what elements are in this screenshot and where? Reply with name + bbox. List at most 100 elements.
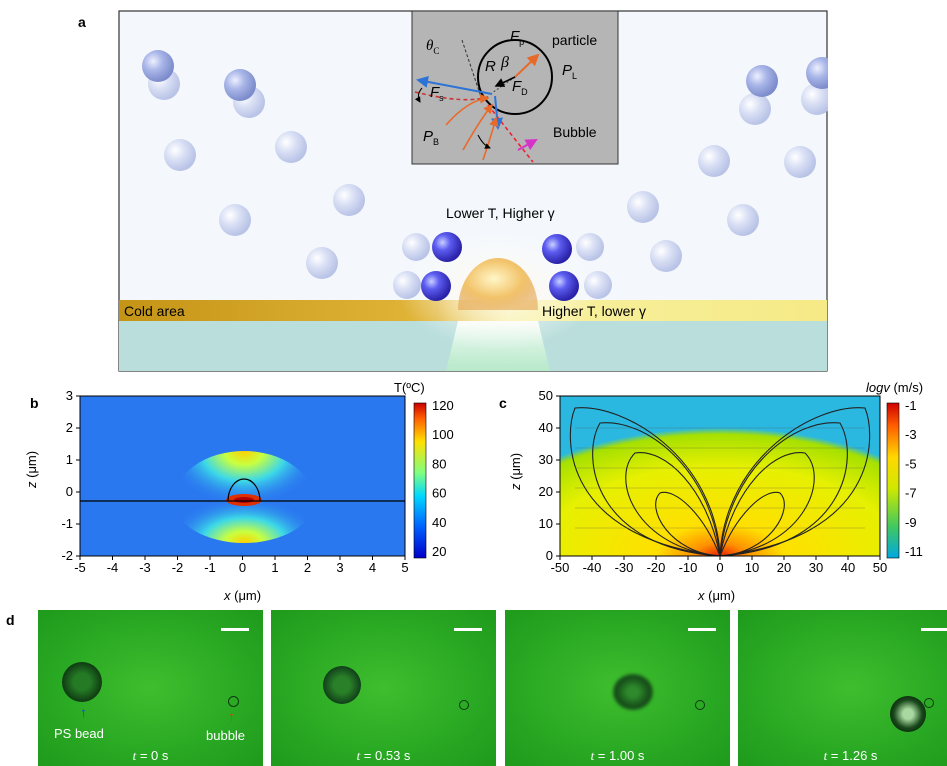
inset-F-p: Fp xyxy=(510,28,525,47)
panel-b-x-tick-label: 4 xyxy=(369,560,376,575)
panel-b-colorbar-tick-label: 100 xyxy=(432,427,454,442)
bubble-dot xyxy=(228,696,239,707)
inset-bubble-label: Bubble xyxy=(553,124,597,140)
panel-a-schematic xyxy=(118,10,828,372)
panel-label-a: a xyxy=(78,14,86,30)
time-label-2: t = 0.53 s xyxy=(356,748,411,763)
inset-beta: β xyxy=(501,54,509,71)
panel-c-x-tick-label: -30 xyxy=(615,560,634,575)
micrograph-frame-2: t = 0.53 s xyxy=(271,610,496,766)
panel-c-x-tick-label: -10 xyxy=(679,560,698,575)
blue-arrow-icon: ↑ xyxy=(80,704,87,720)
micrograph-frame-1: ↑ ↑ PS bead bubble t = 0 s xyxy=(38,610,263,766)
panel-b-colorbar-title: T(ºC) xyxy=(394,380,425,395)
panel-c-colorbar-tick-label: -11 xyxy=(905,544,923,559)
ps-bead-label: PS bead xyxy=(54,726,104,741)
panel-c-colorbar-title: logv (m/s) xyxy=(866,380,924,395)
panel-label-c: c xyxy=(499,395,507,411)
panel-c-ylabel: z (μm) xyxy=(508,452,523,490)
inset-F-D: FD xyxy=(512,78,528,97)
panel-b-y-tick-label: -1 xyxy=(61,516,73,531)
inset-F-s: Fs xyxy=(430,84,444,103)
panel-c-colorbar-tick-label: -5 xyxy=(905,456,917,471)
panel-c-y-tick-label: 50 xyxy=(539,388,553,403)
cold-area-label: Cold area xyxy=(124,303,185,319)
panel-b-ylabel: z (μm) xyxy=(24,450,39,488)
panel-b-xlabel: x (μm) xyxy=(224,588,262,603)
inset-theta-c: θC xyxy=(426,38,440,56)
panel-c-y-tick-label: 0 xyxy=(546,548,553,563)
higher-T-label: Higher T, lower γ xyxy=(542,303,647,319)
panel-c-colorbar-tick-label: -1 xyxy=(905,398,917,413)
red-arrow-icon: ↑ xyxy=(228,708,235,724)
panel-label-d: d xyxy=(6,612,15,628)
panel-c-x-tick-label: 0 xyxy=(716,560,723,575)
ps-bead xyxy=(613,674,653,710)
panel-c-y-tick-label: 20 xyxy=(539,484,553,499)
panel-b-x-tick-label: 3 xyxy=(336,560,343,575)
inset-P-B: PB xyxy=(423,128,440,147)
scale-bar xyxy=(688,628,716,631)
panel-b-y-tick-label: 2 xyxy=(66,420,73,435)
panel-c-xlabel: x (μm) xyxy=(698,588,736,603)
panel-b-x-tick-label: -4 xyxy=(107,560,119,575)
panel-c-colorbar-tick-label: -7 xyxy=(905,486,917,501)
panel-c-colorbar-tick-label: -3 xyxy=(905,427,917,442)
panel-b-colorbar-tick-label: 20 xyxy=(432,544,446,559)
panel-c-plot: -50 -40 -30 -20 -10 0 10 20 30 40 50 50 40 30 20 10 0 -… xyxy=(539,388,923,575)
panel-b-y-tick-label: 3 xyxy=(66,388,73,403)
panel-b-x-tick-label: 0 xyxy=(239,560,246,575)
panel-c-x-tick-label: 30 xyxy=(809,560,823,575)
panel-b-x-tick-label: -1 xyxy=(204,560,216,575)
inset-P-L: PL xyxy=(562,62,578,81)
blue-particles xyxy=(142,50,828,101)
micrograph-frame-4: t = 1.26 s xyxy=(738,610,947,766)
faint-particles xyxy=(148,68,828,299)
panel-b-y-tick-label: 1 xyxy=(66,452,73,467)
lower-T-label: Lower T, Higher γ xyxy=(446,205,555,221)
panel-b-x-tick-label: -3 xyxy=(139,560,151,575)
panel-c-x-tick-label: 20 xyxy=(777,560,791,575)
panel-c-x-tick-label: 10 xyxy=(745,560,759,575)
panel-b-x-tick-label: 1 xyxy=(271,560,278,575)
ps-bead xyxy=(62,662,102,702)
inset-R: R xyxy=(485,58,496,75)
panel-b-x-tick-label: 5 xyxy=(401,560,408,575)
panel-c-y-tick-label: 40 xyxy=(539,420,553,435)
panel-c-y-tick-label: 10 xyxy=(539,516,553,531)
bubble-dot xyxy=(695,700,705,710)
panel-c-x-tick-label: -20 xyxy=(647,560,666,575)
bubble-dot xyxy=(459,700,469,710)
panel-b-x-tick-label: -5 xyxy=(74,560,86,575)
bubble-label: bubble xyxy=(206,728,246,743)
time-label-4: t = 1.26 s xyxy=(823,748,878,763)
scale-bar xyxy=(221,628,249,631)
ps-bead xyxy=(890,696,926,732)
panel-b-colorbar-ticks: 120 100 80 60 40 20 xyxy=(432,398,454,559)
ps-bead xyxy=(323,666,361,704)
trapped-particles xyxy=(421,232,579,301)
bubble-dot xyxy=(924,698,934,708)
panel-c-x-tick-label: 40 xyxy=(841,560,855,575)
inset-particle-label: particle xyxy=(552,32,598,48)
panel-b-y-tick-label: 0 xyxy=(66,484,73,499)
panel-b-x-ticks: -5 -4 -3 -2 -1 0 1 2 3 4 5 xyxy=(74,556,409,575)
panel-c-x-tick-label: -40 xyxy=(583,560,602,575)
panel-b-colorbar-tick-label: 40 xyxy=(432,515,446,530)
panel-c-x-tick-label: -50 xyxy=(551,560,570,575)
panel-c-y-ticks: 50 40 30 20 10 0 xyxy=(539,388,560,563)
scale-bar xyxy=(921,628,947,631)
panel-c-colorbar-ticks: -1 -3 -5 -7 -9 -11 xyxy=(905,398,923,559)
time-label-1: t = 0 s xyxy=(132,748,169,763)
scale-bar xyxy=(454,628,482,631)
micrograph-frame-3: t = 1.00 s xyxy=(505,610,730,766)
panel-b-x-tick-label: -2 xyxy=(172,560,184,575)
force-diagram-inset xyxy=(411,10,619,165)
panel-label-b: b xyxy=(30,395,39,411)
panel-b-y-tick-label: -2 xyxy=(61,548,73,563)
panel-c-x-tick-label: 50 xyxy=(873,560,887,575)
panel-b-colorbar-tick-label: 80 xyxy=(432,456,446,471)
panel-c-colorbar-tick-label: -9 xyxy=(905,515,917,530)
panel-b-plot: -5 -4 -3 -2 -1 0 1 2 3 4 5 3 2 1 0 -1 -2 120 100 80 60 40 20 xyxy=(61,388,454,575)
time-label-3: t = 1.00 s xyxy=(590,748,645,763)
